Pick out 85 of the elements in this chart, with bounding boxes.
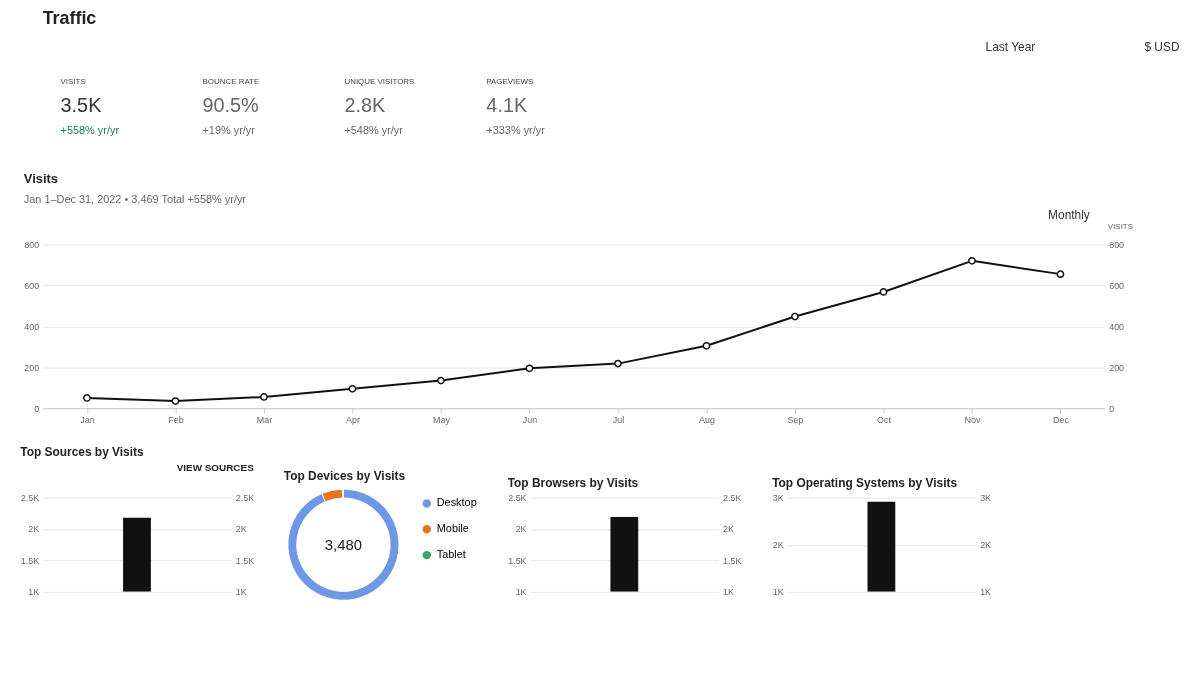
y-tick-label: 2.5K: [508, 493, 527, 504]
point: [614, 359, 622, 368]
text: +548% yr/yr: [344, 124, 404, 137]
point: [525, 364, 534, 373]
x-tick-label: Jan: [80, 414, 95, 425]
text: Monthly: [1048, 207, 1090, 222]
y-tick-label: 600: [24, 280, 40, 291]
chart-title: Visits: [23, 170, 58, 186]
text: 2.8K: [344, 94, 386, 117]
text: VIEW SOURCES: [176, 461, 255, 473]
y-tick-label: 1K: [772, 587, 784, 598]
y2-tick-label: 1K: [723, 587, 735, 598]
point: [171, 397, 180, 405]
y-tick-label: 2K: [772, 540, 784, 551]
text: 3.5K: [60, 94, 103, 117]
donut-slice: [287, 488, 400, 601]
y-tick-label: 2.5K: [20, 493, 40, 504]
text: 4.1K: [486, 94, 528, 117]
point: [879, 288, 888, 296]
x-tick-label: May: [433, 414, 451, 425]
text: +558% yr/yr: [60, 124, 120, 137]
y2-tick-label: 2K: [235, 524, 247, 535]
y2-tick-label: 800: [1109, 239, 1125, 250]
chart-title: Top Devices by Visits: [283, 469, 406, 484]
legend-label: Tablet: [436, 548, 466, 561]
x-tick-label: Sep: [787, 414, 804, 425]
x-tick-label: Feb: [168, 414, 184, 425]
x-tick-label: Mar: [256, 414, 273, 425]
point: [968, 256, 976, 265]
y2-tick-label: 1K: [235, 587, 247, 598]
legend-label: Mobile: [436, 522, 469, 535]
point: [702, 341, 711, 350]
point: [437, 376, 445, 385]
text: BOUNCE RATE: [202, 76, 260, 86]
y2-tick-label: 2.5K: [723, 493, 742, 504]
x-tick-label: Dec: [1053, 414, 1070, 425]
y-tick-label: 0: [34, 403, 40, 414]
point: [348, 384, 357, 393]
text: +19% yr/yr: [202, 124, 256, 137]
x-tick-label: Jul: [612, 414, 625, 425]
y2-tick-label: 0: [1109, 403, 1115, 414]
point: [791, 312, 799, 321]
text: Last Year: [985, 39, 1036, 54]
y2-tick-label: 2K: [980, 540, 992, 551]
y-tick-label: 400: [24, 321, 40, 332]
y2-tick-label: 1.5K: [723, 555, 742, 566]
y2-tick-label: 400: [1109, 321, 1125, 332]
point: [260, 393, 268, 401]
y-tick-label: 200: [24, 362, 40, 373]
x-tick-label: Jun: [522, 414, 538, 425]
text: PAGEVIEWS: [486, 76, 534, 86]
y2-tick-label: 2K: [723, 524, 735, 535]
text: 3,480: [324, 537, 363, 554]
point: [83, 394, 91, 402]
y-tick-label: 1.5K: [20, 555, 40, 566]
text: VISITS: [60, 76, 86, 86]
text: 90.5%: [202, 94, 259, 117]
x-tick-label: Apr: [345, 414, 360, 425]
legend-label: Desktop: [436, 496, 477, 509]
chart-title: Top Browsers by Visits: [507, 475, 639, 490]
y-tick-label: 3K: [772, 493, 784, 504]
text: UNIQUE VISITORS: [344, 76, 415, 86]
y-tick-label: 2K: [28, 524, 40, 535]
y2-axis-title: VISITS: [1107, 222, 1133, 232]
chart-title: Top Operating Systems by Visits: [772, 475, 958, 490]
y-tick-label: 1K: [515, 587, 527, 598]
text: +333% yr/yr: [486, 124, 546, 137]
x-tick-label: Nov: [964, 414, 981, 425]
chart-subtitle: Jan 1–Dec 31, 2022 • 3,469 Total +558% yr/yr: [23, 192, 247, 205]
text: $ USD: [1144, 39, 1180, 54]
y-tick-label: 1.5K: [508, 555, 527, 566]
y-tick-label: 2K: [515, 524, 527, 535]
x-tick-label: Aug: [699, 414, 715, 425]
chart-title: Top Sources by Visits: [20, 444, 144, 459]
y2-tick-label: 200: [1109, 362, 1125, 373]
x-tick-label: Oct: [877, 414, 892, 425]
y2-tick-label: 3K: [980, 493, 992, 504]
y-tick-label: 1K: [28, 587, 40, 598]
y-tick-label: 800: [24, 239, 40, 250]
y2-tick-label: 1K: [980, 587, 992, 598]
text: Traffic: [42, 8, 97, 29]
y2-tick-label: 1.5K: [235, 555, 255, 566]
point: [1056, 270, 1065, 279]
y2-tick-label: 600: [1109, 280, 1125, 291]
y2-tick-label: 2.5K: [235, 493, 255, 504]
